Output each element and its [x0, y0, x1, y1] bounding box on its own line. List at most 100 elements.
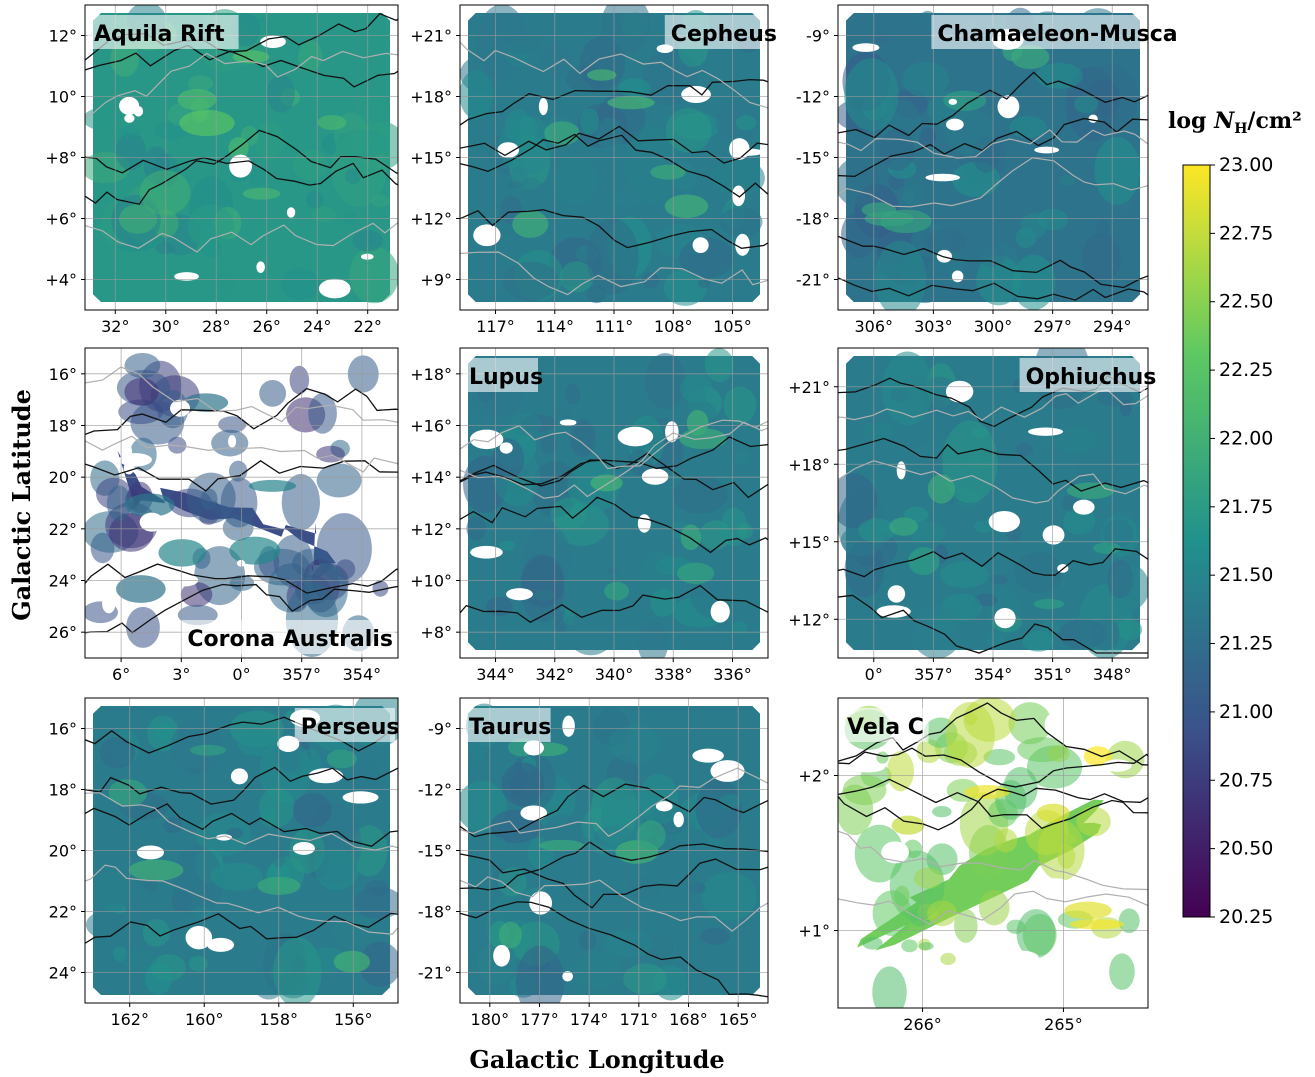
dense-core: [1036, 803, 1070, 823]
no-data-gap: [277, 735, 300, 752]
colorbar-tick-label: 20.75: [1219, 769, 1273, 791]
no-data-gap: [559, 419, 577, 426]
density-patch: [719, 794, 741, 810]
density-patch: [1116, 618, 1143, 641]
no-data-gap: [617, 426, 654, 447]
density-patch: [1094, 136, 1141, 205]
contour-line: [460, 841, 768, 891]
dense-core: [248, 479, 297, 492]
panel-title: Perseus: [301, 715, 400, 740]
density-patch: [255, 120, 285, 161]
y-tick-label: +21°: [788, 378, 830, 397]
density-patch: [229, 575, 255, 591]
density-patch: [349, 246, 398, 304]
density-patch: [918, 942, 934, 951]
no-data-gap: [1027, 427, 1064, 436]
no-data-gap: [994, 607, 1016, 629]
contour-line: [838, 235, 1148, 289]
density-patch: [552, 154, 597, 206]
no-data-gap: [529, 891, 553, 915]
no-data-gap: [470, 545, 503, 559]
density-patch: [1076, 455, 1119, 485]
no-data-gap: [641, 468, 669, 485]
density-patch: [126, 606, 160, 648]
no-data-gap: [473, 224, 501, 247]
no-data-gap: [925, 173, 961, 182]
density-patch: [180, 582, 213, 607]
y-tick-label: +21°: [410, 27, 452, 46]
density-patch: [292, 792, 332, 828]
dense-core: [183, 393, 229, 412]
colorbar-tick-label: 23.00: [1219, 154, 1273, 176]
x-tick-label: 6°: [112, 665, 130, 684]
y-tick-label: -12°: [796, 88, 830, 107]
no-data-gap: [1113, 778, 1124, 802]
contour-line: [460, 496, 768, 554]
no-data-gap: [469, 429, 504, 450]
x-tick-label: 108°: [654, 317, 693, 336]
density-patch: [248, 164, 267, 188]
contour-line: [85, 716, 398, 754]
density-patch: [118, 204, 157, 234]
density-patch: [139, 170, 191, 216]
density-patch: [1009, 116, 1047, 138]
density-patch: [365, 880, 389, 896]
x-tick-label: 3°: [172, 665, 190, 684]
colorbar-tick-label: 22.75: [1219, 222, 1273, 244]
no-data-gap: [342, 791, 379, 804]
dense-core: [158, 539, 206, 567]
contour-line-grey: [85, 50, 398, 119]
x-tick-label: 168°: [669, 1010, 708, 1029]
density-patch: [663, 269, 707, 306]
density-patch: [627, 876, 662, 900]
no-data-gap: [988, 510, 1020, 533]
contour-line-grey: [460, 41, 768, 109]
no-data-gap: [286, 207, 296, 218]
density-patch: [644, 353, 686, 410]
density-patch: [460, 70, 494, 120]
y-tick-label: +15°: [410, 149, 452, 168]
dense-core: [544, 121, 580, 146]
no-data-gap: [1044, 713, 1059, 736]
no-data-gap: [228, 434, 237, 448]
colorbar-tick-label: 21.00: [1219, 701, 1273, 723]
dense-core: [927, 474, 956, 504]
density-patch: [336, 129, 387, 159]
density-patch: [353, 886, 398, 919]
density-patch: [699, 927, 730, 945]
density-patch: [735, 925, 757, 944]
density-patch: [881, 351, 934, 426]
panel-title-box: [181, 620, 395, 654]
panel-ophiuchus: 0° 357° 354° 351° 348° +21° +18° +15° +12° Ophiuc…: [788, 347, 1156, 684]
x-tick-label: 0°: [865, 665, 883, 684]
no-data-gap: [710, 600, 730, 623]
density-patch: [201, 239, 222, 258]
density-patch: [838, 157, 880, 207]
density-patch: [1090, 618, 1120, 651]
dense-core: [908, 547, 940, 576]
y-tick-label: +16°: [410, 417, 452, 436]
dense-core: [539, 839, 585, 852]
contour-line-grey: [460, 421, 768, 499]
density-patch: [1074, 95, 1099, 114]
y-tick-label: +8°: [45, 149, 77, 168]
x-tick-label: 357°: [914, 665, 953, 684]
y-tick-label: +4°: [45, 271, 77, 290]
no-data-gap: [948, 98, 958, 105]
no-data-gap: [681, 85, 711, 104]
y-tick-label: 24°: [49, 572, 77, 591]
density-patch: [1057, 844, 1076, 869]
x-tick-label: 357°: [282, 665, 321, 684]
no-data-gap: [852, 43, 880, 52]
density-patch: [155, 242, 175, 255]
density-patch: [872, 966, 907, 1008]
x-tick-label: 342°: [535, 665, 574, 684]
density-patch: [521, 554, 565, 608]
dense-core: [889, 517, 919, 536]
y-tick-label: 10°: [49, 88, 77, 107]
contour-line: [85, 44, 398, 88]
dense-core: [1066, 482, 1115, 500]
dense-core: [326, 749, 358, 769]
dense-core: [963, 785, 1010, 800]
